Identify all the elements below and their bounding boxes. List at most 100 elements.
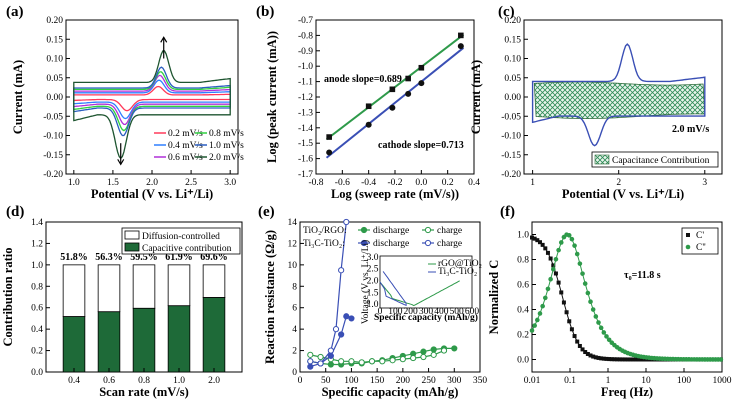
bar-diffusion	[132, 264, 156, 309]
legend-entry: 1.0 mV/s	[209, 141, 244, 151]
x-tick-label: 50	[321, 376, 331, 386]
y-tick-label: 8	[292, 282, 297, 292]
scan-rate-label: 2.0 mV/s	[672, 124, 709, 135]
c-prime-point	[561, 300, 566, 305]
c-double-prime-point	[601, 330, 607, 335]
y-tick-label: -0.05	[501, 112, 521, 122]
inset-legend-entry: Ti₃C-TiO₂	[438, 267, 477, 277]
c-prime-point	[612, 357, 617, 362]
panel-f: (f) 0.01 0.1 1 10 100 1000 0.0 0.2 0.4 0.6 0.8 1.0 Fr…	[487, 204, 732, 399]
bar-capacitive	[167, 305, 191, 373]
y-tick-label: 0.15	[46, 35, 63, 45]
y-tick-label: 0.0	[31, 368, 43, 378]
resistance-point	[307, 351, 314, 358]
data-label: 59.5%	[130, 252, 158, 263]
panel-c: (c) 1 2 3 -0.20 -0.15 -0.10 -0.05 0.00 0.05 0.10 0.…	[469, 4, 723, 201]
resistance-point	[410, 354, 417, 362]
y-tick-label: 1.2	[31, 239, 43, 249]
x-tick-label: 1.0	[68, 178, 80, 188]
legend-row-label: TiO₂/RGO:	[303, 226, 347, 236]
anode-point	[365, 103, 372, 110]
y-axis-label: Current (mA)	[11, 60, 25, 134]
y-tick-label: 0.00	[504, 93, 521, 103]
inset-x-tick: 600	[465, 307, 480, 317]
x-tick-label: 0.8	[138, 376, 150, 386]
bar-capacitive	[97, 311, 121, 373]
c-prime-point	[564, 310, 569, 315]
y-tick-label: 0	[292, 368, 297, 378]
c-prime-point	[599, 356, 604, 361]
c-prime-point	[601, 356, 606, 361]
anode-point	[458, 32, 464, 39]
resistance-point	[317, 360, 324, 367]
bar-capacitive	[202, 297, 226, 373]
y-tick-label: -1.3	[298, 108, 313, 118]
c-prime-point	[588, 353, 593, 358]
x-tick-label: 1.0	[173, 376, 185, 386]
resistance-point	[368, 358, 376, 365]
y-tick-label: -0.15	[501, 151, 521, 161]
resistance-point	[327, 361, 334, 368]
cathode-point	[405, 90, 412, 97]
c-prime-point	[585, 351, 590, 356]
fit-line-1	[325, 47, 465, 159]
anode-point	[418, 64, 425, 71]
c-prime-point	[609, 357, 614, 362]
c-prime-point	[641, 357, 646, 362]
x-tick-label: 100	[344, 376, 359, 386]
y-tick-label: -0.9	[298, 47, 313, 57]
x-tick-label: 350	[473, 376, 488, 386]
cathode-point	[326, 149, 333, 156]
legend-marker	[424, 239, 432, 247]
y-tick-label: 0.4	[517, 306, 529, 316]
y-tick-label: 1.0	[31, 261, 43, 271]
resistance-point	[358, 359, 365, 366]
x-tick-label: 0	[298, 376, 303, 386]
inset-x-label: Specific capacity (mAh/g)	[374, 312, 478, 323]
legend-marker	[360, 226, 368, 234]
x-axis-label: Freq (Hz)	[601, 385, 653, 399]
c-double-prime-point	[548, 276, 553, 282]
c-prime-point	[580, 347, 585, 352]
resistance-point	[338, 358, 345, 365]
c-prime-point	[535, 238, 540, 243]
resistance-point	[343, 313, 350, 320]
y-tick-label: -0.20	[43, 170, 63, 180]
x-axis-label: Potential (V vs. Li⁺/Li)	[562, 187, 684, 201]
c-prime-point	[537, 240, 542, 245]
inset-y-tick: 2.5	[367, 265, 379, 275]
y-tick-label: 0.4	[31, 325, 43, 335]
c-double-prime-point	[588, 299, 593, 304]
resistance-point	[399, 356, 406, 363]
bar-capacitive	[132, 307, 156, 373]
resistance-point	[451, 345, 458, 352]
legend-entry: 0.6 mV/s	[168, 153, 203, 163]
x-tick-label: 2.0	[146, 178, 158, 188]
c-prime-point	[628, 357, 633, 362]
y-tick-label: 1.0	[517, 231, 529, 241]
legend-entry: discharge	[373, 226, 409, 236]
y-tick-label: -1.6	[298, 155, 313, 165]
c-prime-point	[639, 357, 644, 362]
anode-point	[326, 134, 332, 140]
legend-entry: 2.0 mV/s	[209, 153, 244, 163]
c-double-prime-point	[553, 256, 559, 262]
bar-diffusion	[202, 264, 226, 298]
c-double-prime-point	[545, 286, 551, 292]
inset-y-tick: 1.5	[367, 288, 379, 298]
x-tick-label: 2	[616, 178, 621, 188]
y-tick-label: -0.8	[298, 31, 313, 41]
inset-x-tick: 100	[388, 307, 403, 317]
y-tick-label: 0.10	[46, 55, 63, 65]
inset-x-tick: 200	[404, 307, 419, 317]
y-tick-label: -1.2	[298, 93, 313, 103]
resistance-point	[332, 326, 340, 333]
x-tick-label: 0.2	[442, 178, 454, 188]
c-double-prime-point	[582, 281, 588, 286]
resistance-point	[430, 346, 437, 353]
y-tick-label: 0.10	[504, 55, 521, 65]
legend-box	[121, 227, 241, 255]
legend-entry: C''	[696, 243, 706, 253]
legend-entry: discharge	[373, 239, 409, 249]
x-tick-label: -0.2	[387, 178, 402, 188]
